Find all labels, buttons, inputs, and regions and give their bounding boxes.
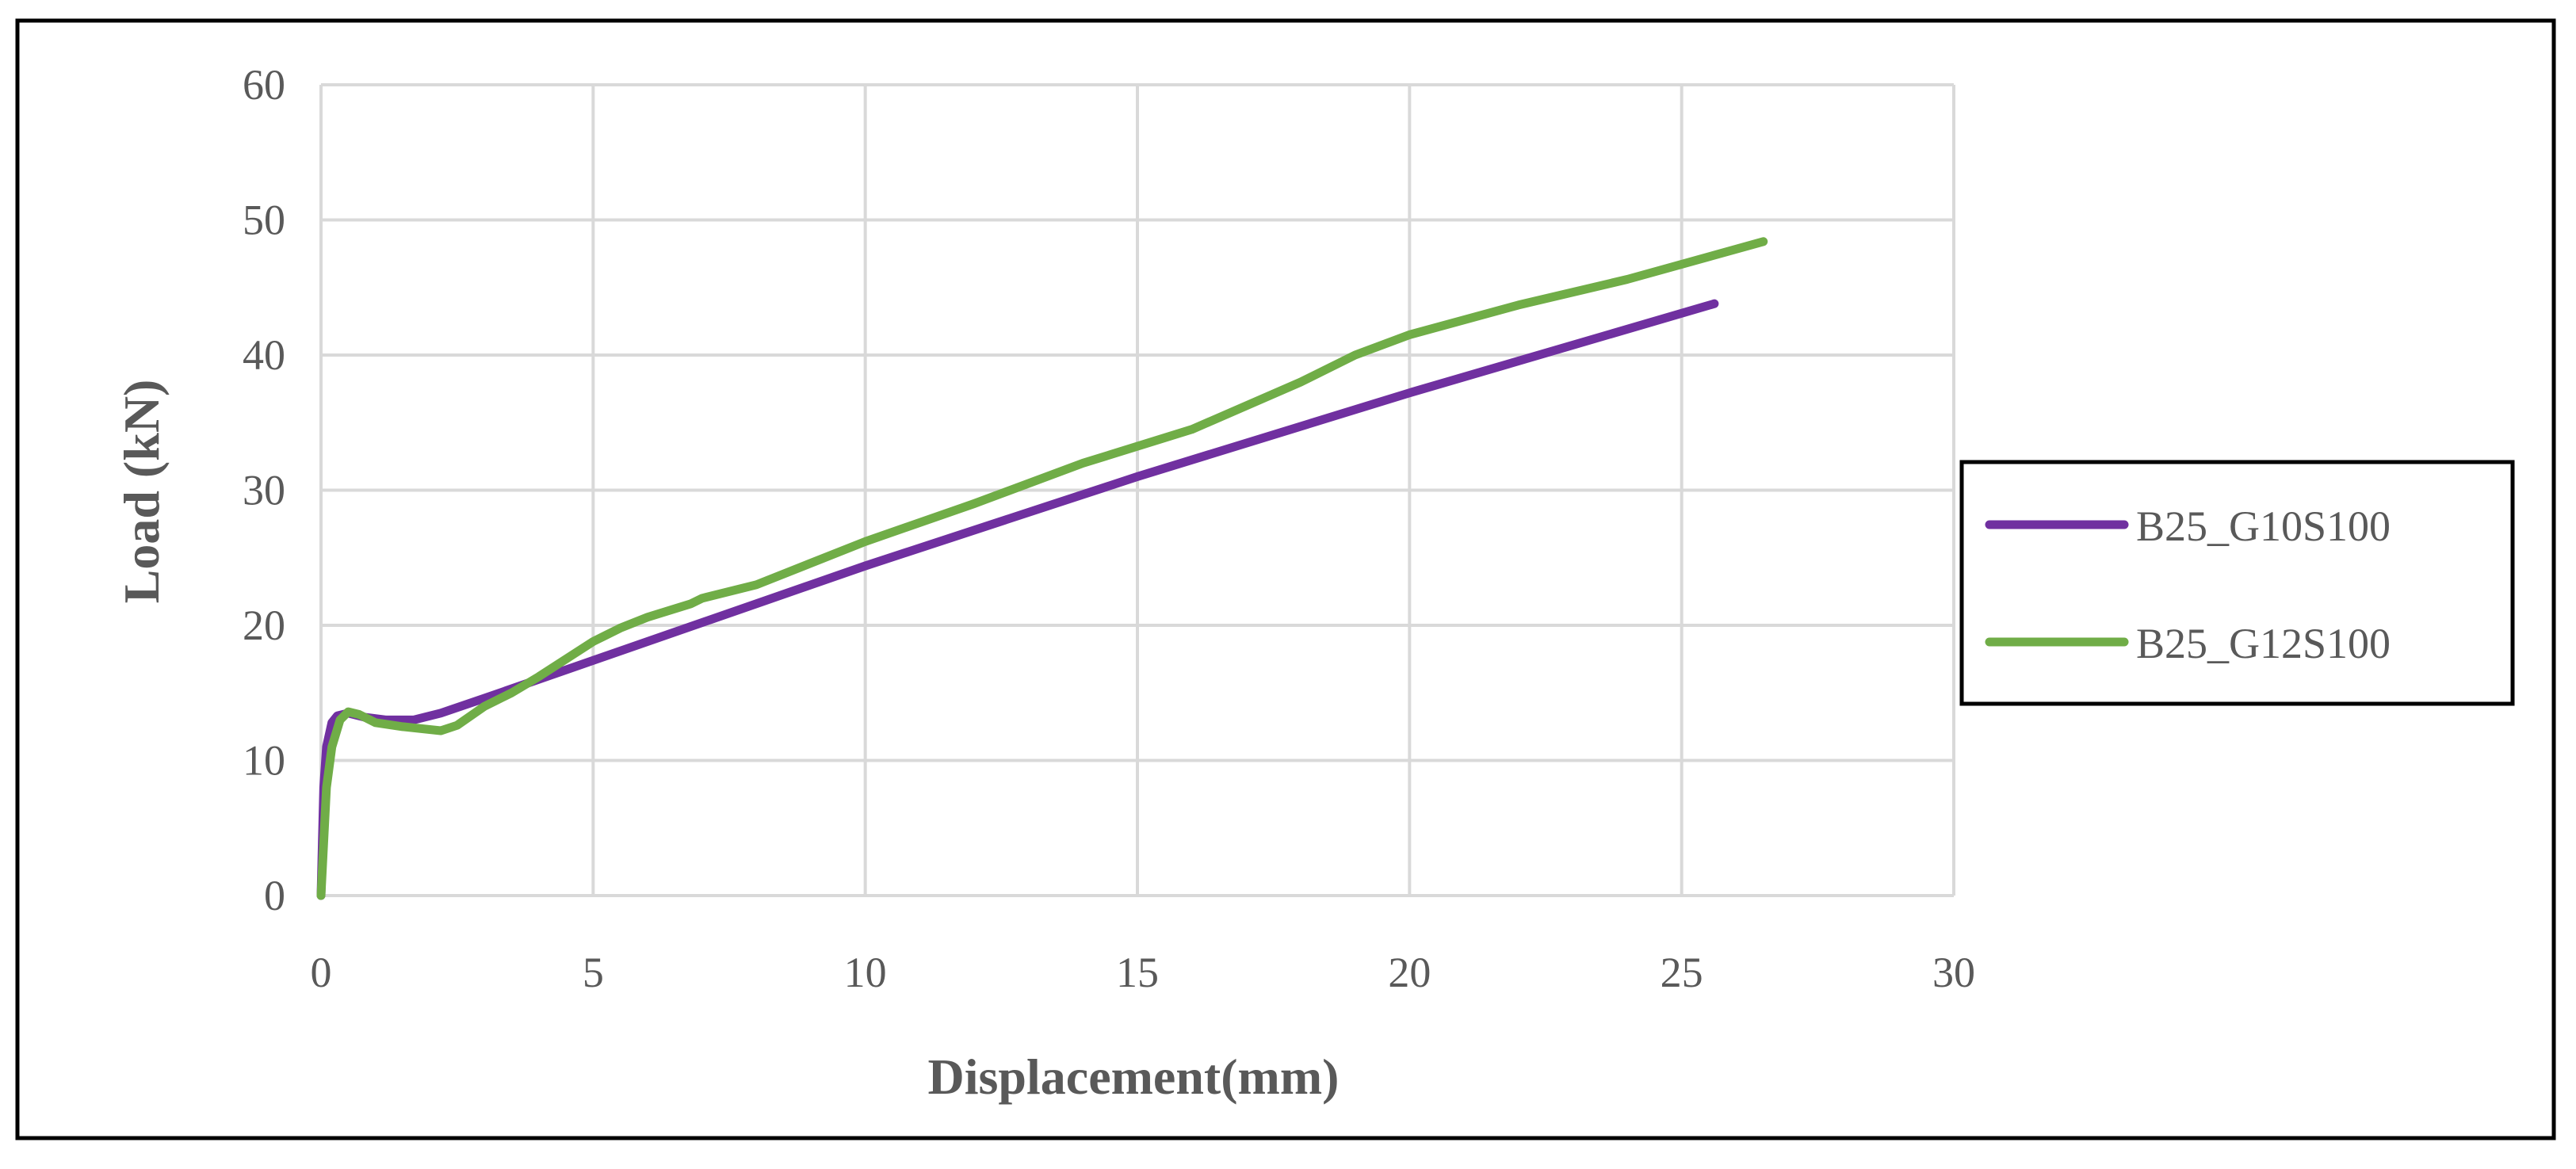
legend-label-series-2: B25_G12S100 [2136, 620, 2391, 667]
gridlines [319, 83, 1955, 897]
x-axis-title: Displacement(mm) [928, 1049, 1340, 1105]
y-tick-label: 60 [243, 61, 285, 109]
legend: B25_G10S100 B25_G12S100 [1959, 460, 2515, 706]
y-tick-label: 50 [243, 197, 285, 244]
y-axis-title: Load (kN) [113, 380, 170, 604]
x-tick-label: 30 [1932, 949, 1975, 996]
y-tick-label: 20 [243, 602, 285, 649]
y-tick-label: 0 [264, 872, 285, 919]
series-line-1 [316, 299, 1719, 900]
x-tick-label: 10 [844, 949, 887, 996]
legend-label-series-1: B25_G10S100 [2136, 502, 2391, 550]
x-tick-label: 20 [1388, 949, 1431, 996]
series-line-2 [316, 237, 1768, 900]
x-tick-label: 0 [311, 949, 332, 996]
y-tick-label: 10 [243, 737, 285, 785]
tick-labels: 0 10 20 30 40 50 60 0 5 10 15 20 25 30 [243, 61, 1975, 996]
x-tick-label: 25 [1661, 949, 1703, 996]
y-tick-label: 40 [243, 331, 285, 379]
x-tick-label: 15 [1116, 949, 1159, 996]
legend-box [1959, 460, 2515, 706]
x-tick-label: 5 [583, 949, 604, 996]
series-lines [316, 237, 1768, 900]
y-tick-label: 30 [243, 467, 285, 514]
